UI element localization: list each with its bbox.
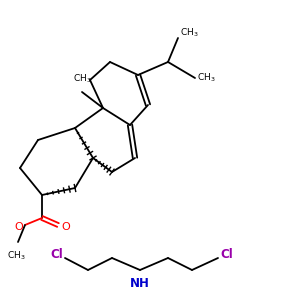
- Text: Cl: Cl: [220, 248, 233, 262]
- Text: CH$_3$: CH$_3$: [7, 250, 25, 262]
- Text: O: O: [61, 222, 70, 232]
- Text: CH$_3$: CH$_3$: [197, 72, 216, 84]
- Text: O: O: [14, 222, 23, 232]
- Text: NH: NH: [130, 277, 150, 290]
- Text: CH$_3$: CH$_3$: [73, 73, 91, 85]
- Text: Cl: Cl: [50, 248, 63, 262]
- Text: CH$_3$: CH$_3$: [180, 27, 199, 39]
